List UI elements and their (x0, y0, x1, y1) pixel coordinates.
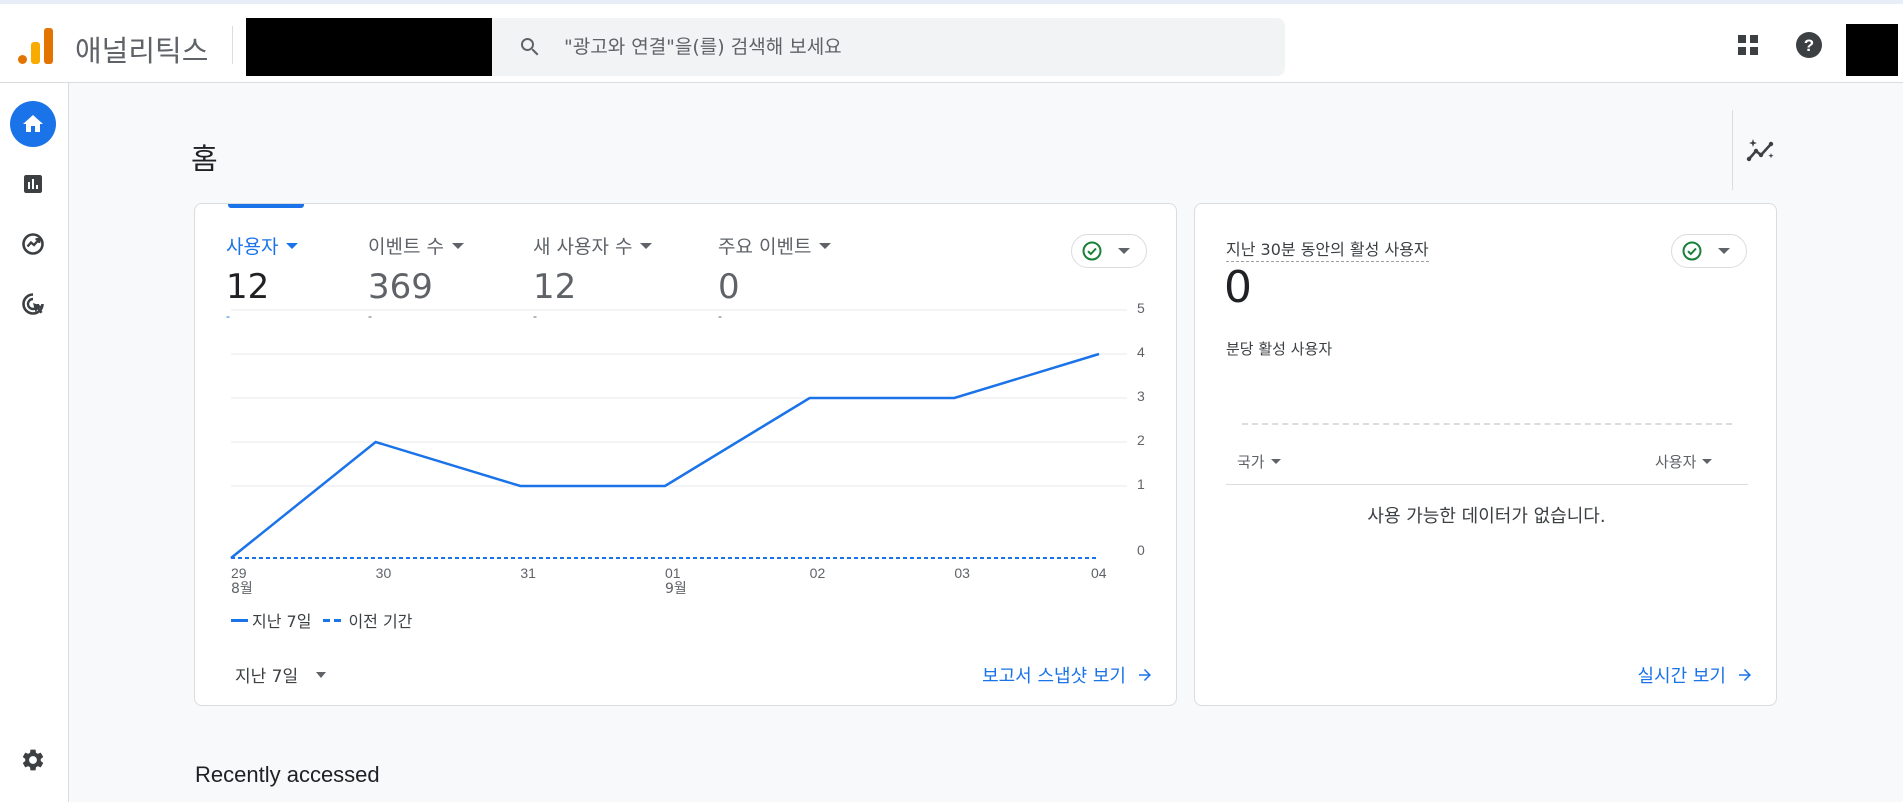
metric-label: 새 사용자 수 (533, 236, 633, 258)
dropdown-caret-icon (1270, 459, 1281, 464)
x-tick-label: 29 (231, 565, 247, 581)
metric-delta: - (718, 309, 722, 323)
legend-dashed-swatch (323, 618, 344, 622)
product-name[interactable]: 애널리틱스 (75, 34, 209, 68)
data-quality-dropdown[interactable] (1071, 234, 1147, 268)
realtime-value: 0 (1224, 262, 1252, 313)
metric-label: 이벤트 수 (368, 236, 444, 258)
users-column-dropdown[interactable]: 사용자 (1655, 451, 1713, 472)
legend-solid-swatch (231, 618, 248, 622)
realtime-data-quality-dropdown[interactable] (1671, 234, 1747, 268)
view-realtime-label: 실시간 보기 (1637, 666, 1726, 687)
realtime-empty-bar-chart (1242, 423, 1732, 425)
explore-icon (22, 233, 44, 255)
account-selector[interactable] (246, 18, 492, 76)
country-column-dropdown[interactable]: 국가 (1237, 451, 1281, 472)
date-range-label: 지난 7일 (235, 667, 299, 687)
active-tab-indicator (228, 204, 304, 208)
metric-value: 12 (533, 267, 577, 307)
arrow-right-icon (1739, 669, 1751, 681)
table-divider (1226, 484, 1748, 485)
left-nav (0, 83, 69, 802)
search-bar[interactable] (492, 18, 1285, 76)
y-tick-label: 1 (1137, 476, 1145, 492)
series-last-7-days-line (230, 352, 1100, 559)
top-app-bar: 애널리틱스 ? (0, 0, 1903, 83)
x-tick-label: 04 (1091, 565, 1107, 581)
apps-grid-icon[interactable] (1731, 28, 1765, 62)
search-icon (521, 38, 539, 56)
metric-new-users[interactable]: 새 사용자 수 12 - (533, 232, 653, 323)
x-tick-label: 01 (665, 565, 681, 581)
check-circle-icon (1682, 241, 1702, 261)
view-report-snapshot-label: 보고서 스냅샷 보기 (982, 666, 1126, 687)
dropdown-caret-icon (1718, 248, 1730, 254)
x-month-label: 9월 (665, 581, 687, 597)
metric-delta: - (226, 309, 230, 323)
account-avatar[interactable] (1846, 24, 1898, 76)
recently-accessed-heading: Recently accessed (195, 762, 380, 787)
realtime-title[interactable]: 지난 30분 동안의 활성 사용자 (1226, 236, 1429, 262)
settings-gear-icon (22, 749, 44, 771)
metric-delta: - (533, 309, 537, 323)
metric-label: 주요 이벤트 (718, 236, 812, 258)
metric-event-count[interactable]: 이벤트 수 369 - (368, 232, 464, 323)
analytics-logo-icon[interactable] (18, 24, 54, 64)
x-tick-label: 30 (376, 565, 392, 581)
svg-text:?: ? (1804, 36, 1814, 55)
realtime-subtitle: 분당 활성 사용자 (1226, 340, 1333, 358)
dropdown-caret-icon (286, 242, 299, 249)
empty-state-message: 사용 가능한 데이터가 없습니다. (1367, 506, 1606, 527)
x-tick-label: 31 (520, 565, 536, 581)
insights-divider (1732, 110, 1733, 190)
dropdown-caret-icon (1118, 248, 1130, 254)
overview-card: 사용자 12 - 이벤트 수 369 - 새 사용자 수 12 - 주요 이벤트… (194, 203, 1177, 706)
nav-explore[interactable] (10, 221, 56, 267)
y-tick-label: 3 (1137, 388, 1145, 404)
view-realtime-link[interactable]: 실시간 보기 (1637, 662, 1754, 688)
country-column-label: 국가 (1237, 453, 1265, 471)
home-icon (23, 115, 43, 132)
chart-legend: 지난 7일 이전 기간 (231, 608, 412, 632)
dropdown-caret-icon (316, 671, 327, 678)
metric-value: 12 (226, 267, 270, 307)
dropdown-caret-icon (819, 242, 832, 249)
x-tick-label: 03 (954, 565, 970, 581)
nav-home[interactable] (10, 101, 56, 147)
y-tick-label: 0 (1137, 542, 1145, 558)
y-tick-label: 4 (1137, 344, 1145, 360)
page-title: 홈 (191, 142, 218, 176)
users-column-label: 사용자 (1655, 453, 1697, 471)
metric-value: 369 (368, 267, 433, 307)
metric-value: 0 (718, 267, 740, 307)
legend-previous: 이전 기간 (348, 612, 413, 631)
metric-key-events[interactable]: 주요 이벤트 0 - (718, 232, 832, 323)
y-tick-label: 2 (1137, 432, 1145, 448)
dropdown-caret-icon (1702, 459, 1713, 464)
metric-label: 사용자 (226, 236, 279, 258)
realtime-card: 지난 30분 동안의 활성 사용자 0 분당 활성 사용자 국가 사용자 사용 … (1194, 203, 1777, 706)
metric-delta: - (368, 309, 372, 323)
search-input[interactable] (564, 32, 1254, 62)
advertising-icon (22, 293, 44, 315)
nav-admin-settings[interactable] (10, 737, 56, 783)
insights-icon[interactable] (1745, 135, 1777, 167)
y-tick-label: 5 (1137, 300, 1145, 316)
arrow-right-icon (1139, 669, 1151, 681)
nav-reports[interactable] (10, 161, 56, 207)
dropdown-caret-icon (640, 242, 653, 249)
check-circle-icon (1082, 241, 1102, 261)
x-month-label: 8월 (231, 581, 253, 597)
help-icon[interactable]: ? (1792, 28, 1826, 62)
reports-icon (24, 175, 42, 193)
x-tick-label: 02 (810, 565, 826, 581)
date-range-dropdown[interactable]: 지난 7일 (235, 662, 327, 687)
metric-users[interactable]: 사용자 12 - (226, 232, 299, 323)
legend-current: 지난 7일 (252, 612, 312, 631)
nav-advertising[interactable] (10, 281, 56, 327)
view-report-snapshot-link[interactable]: 보고서 스냅샷 보기 (982, 662, 1154, 688)
header-divider (232, 26, 233, 64)
dropdown-caret-icon (451, 242, 464, 249)
